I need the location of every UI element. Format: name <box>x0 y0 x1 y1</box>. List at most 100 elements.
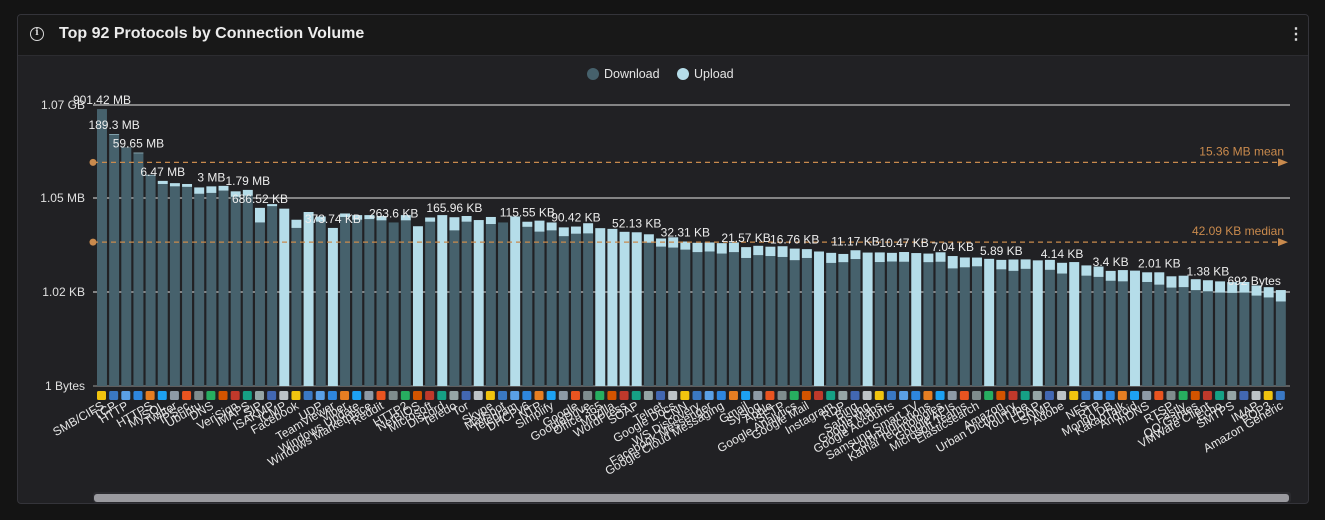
data-label: 115.55 KB <box>500 206 555 220</box>
bar-download <box>291 227 302 386</box>
icmpv6-icon <box>656 391 666 400</box>
bar-download <box>801 257 812 386</box>
https-icon <box>133 391 143 400</box>
google-analytics-icon <box>741 391 751 400</box>
netbios-icon <box>388 391 398 400</box>
bar-download <box>485 224 496 386</box>
bar-upload <box>777 246 788 257</box>
bar-upload <box>1044 259 1055 270</box>
bar-upload <box>850 250 861 260</box>
bar-download <box>522 226 533 386</box>
bar-download <box>886 261 897 386</box>
bar-upload <box>607 228 618 386</box>
bar-download <box>1057 273 1068 386</box>
isakmp-icon <box>242 391 252 400</box>
bar-download <box>109 134 120 386</box>
snmp-icon <box>899 391 909 400</box>
bar-download <box>1093 276 1104 386</box>
bar-upload <box>1202 280 1213 292</box>
y-tick-label: 1.07 GB <box>41 98 85 112</box>
bar-download <box>1239 292 1250 386</box>
data-label: 6.47 MB <box>140 165 185 179</box>
dhcpv6-icon <box>485 391 495 400</box>
bar-upload <box>109 134 120 135</box>
bar-upload <box>303 212 314 386</box>
info-icon[interactable]: i <box>30 27 44 41</box>
tor-icon <box>437 391 447 400</box>
bar-upload <box>1239 281 1250 293</box>
bar-download <box>133 153 144 386</box>
windows-marketplace-icon <box>340 391 350 400</box>
bar-upload <box>899 252 910 262</box>
bar-upload <box>242 189 253 196</box>
data-label: 32.31 KB <box>661 225 710 239</box>
googledrive-icon <box>534 391 544 400</box>
bar-upload <box>789 248 800 261</box>
bar-download <box>972 266 982 386</box>
http2-icon <box>376 391 386 400</box>
bar-upload <box>1117 270 1128 282</box>
bar-upload <box>449 217 460 231</box>
bar-download <box>959 267 970 386</box>
bar-upload <box>728 242 739 253</box>
bar-upload <box>923 253 934 263</box>
bar-upload <box>1057 262 1068 274</box>
legend-label-upload: Upload <box>694 67 734 81</box>
office365-icon <box>558 391 568 400</box>
bar-upload <box>1215 281 1226 293</box>
sftp-icon <box>728 391 738 400</box>
bar-upload <box>254 207 265 223</box>
bar-upload <box>522 221 533 227</box>
mongodb-icon <box>1093 391 1103 400</box>
reddit-icon <box>364 391 374 400</box>
data-label: 3.4 KB <box>1093 255 1129 269</box>
legend-dot-upload <box>677 68 689 80</box>
bar-upload <box>218 185 229 191</box>
bar-download <box>583 233 594 386</box>
ipsec-icon <box>169 391 179 400</box>
slack-icon <box>850 391 860 400</box>
bar-download <box>1142 281 1153 386</box>
apple-icon <box>716 391 726 400</box>
cnn-icon <box>631 391 641 400</box>
smtp-icon <box>753 391 763 400</box>
teredo-icon <box>425 391 435 400</box>
data-label: 901.42 MB <box>73 93 131 107</box>
urban-dictionary-icon <box>1008 391 1018 400</box>
bar-download <box>534 231 545 386</box>
horizontal-scrollbar-thumb[interactable] <box>94 494 1289 502</box>
bar-upload <box>826 252 837 263</box>
bar-download <box>1275 301 1286 386</box>
bar-upload <box>935 252 946 262</box>
bar-download <box>1117 281 1128 386</box>
ldap-icon <box>1032 391 1042 400</box>
bar-upload <box>400 215 411 221</box>
data-label: 1.38 KB <box>1187 264 1230 278</box>
bar-upload <box>1263 287 1274 298</box>
bar-download <box>169 186 180 386</box>
data-label: 165.96 KB <box>426 201 482 215</box>
data-label: 3 MB <box>197 170 225 184</box>
bar-download <box>461 221 472 386</box>
data-label: 692 Bytes <box>1227 274 1280 288</box>
bar-upload <box>741 247 752 258</box>
sip-icon <box>230 391 240 400</box>
bar-download <box>1263 297 1274 386</box>
bar-upload <box>886 252 897 262</box>
kakaotalk-icon <box>1117 391 1127 400</box>
y-tick-label: 1 Bytes <box>45 379 85 393</box>
bar-download <box>899 261 910 386</box>
gmail-icon <box>692 391 702 400</box>
bing-icon <box>801 391 811 400</box>
ws-discovery-icon <box>643 391 653 400</box>
bar-upload <box>704 242 715 252</box>
discord-icon <box>412 391 422 400</box>
bar-upload <box>1020 259 1031 269</box>
bar-upload <box>534 220 545 232</box>
teams-icon <box>959 391 969 400</box>
bar-upload <box>194 187 205 194</box>
bar-upload <box>376 216 387 221</box>
bar-upload <box>631 232 642 386</box>
bar-download <box>1020 268 1031 386</box>
x-icon <box>874 391 884 400</box>
